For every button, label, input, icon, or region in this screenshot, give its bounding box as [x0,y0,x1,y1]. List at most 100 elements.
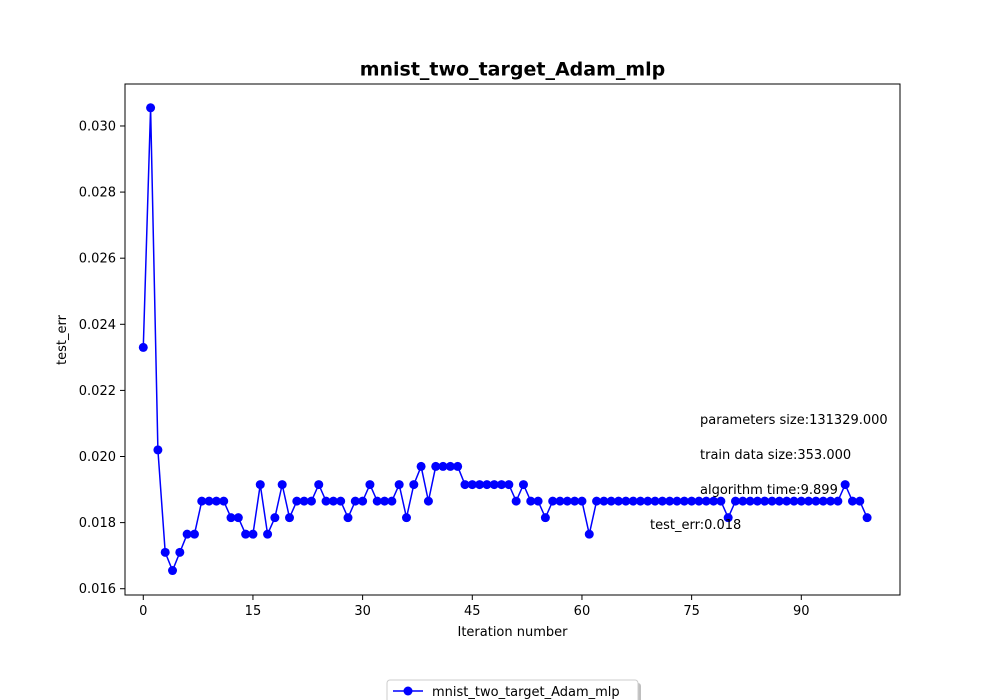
legend-marker-sample [403,686,413,696]
data-point [270,513,280,523]
plot-area-frame [124,83,901,596]
y-tick-label: 0.018 [79,516,116,531]
data-point [358,496,368,506]
data-point [175,547,185,557]
data-point [745,496,755,506]
data-point [197,496,207,506]
data-point [204,496,214,506]
data-point [219,496,229,506]
x-tick-label: 90 [793,604,810,619]
legend-label: mnist_two_target_Adam_mlp [432,685,620,700]
y-tick-label: 0.020 [79,450,116,465]
data-point [804,496,814,506]
data-point [453,461,463,471]
data-point [592,496,602,506]
data-point [372,496,382,506]
data-point [328,496,338,506]
data-point [665,496,675,506]
data-point [738,496,748,506]
data-point [292,496,302,506]
data-point [752,496,762,506]
data-point [321,496,331,506]
data-point [606,496,616,506]
data-point [233,513,243,523]
data-point [475,480,485,490]
data-point [584,529,594,539]
data-point [789,496,799,506]
data-point [423,496,433,506]
data-point [687,496,697,506]
x-tick-label: 0 [139,604,147,619]
data-point [336,496,346,506]
data-point [182,529,192,539]
data-point [723,513,733,523]
y-axis-label: test_err [55,314,70,365]
x-axis-label: Iteration number [457,625,568,640]
data-point [168,566,178,576]
x-tick-label: 45 [464,604,481,619]
data-point [248,529,258,539]
data-point [380,496,390,506]
data-point [263,529,273,539]
data-point [343,513,353,523]
annotation-text: test_err:0.018 [650,518,741,533]
data-point [504,480,514,490]
data-point [782,496,792,506]
data-point [153,445,163,455]
series-layer [138,103,872,576]
y-tick-label: 0.030 [79,119,116,134]
data-point [387,496,397,506]
data-point [760,496,770,506]
data-point [811,496,821,506]
data-point [533,496,543,506]
data-point [796,496,806,506]
data-point [548,496,558,506]
y-tick-label: 0.022 [79,384,116,399]
data-point [731,496,740,506]
y-tick-label: 0.016 [79,582,116,597]
annotation-text: algorithm time:9.899 [700,483,838,498]
data-point [299,496,309,506]
data-point [438,461,448,471]
data-point [818,496,828,506]
data-point [716,496,726,506]
data-point [562,496,572,506]
data-point [497,480,507,490]
y-tick-label: 0.024 [79,318,116,333]
data-point [709,496,719,506]
data-point [540,513,550,523]
annotation-layer: parameters size:131329.000 train data siz… [650,413,888,533]
data-point [518,480,528,490]
data-point [255,480,265,490]
data-point [701,496,711,506]
data-point [416,461,426,471]
legend: mnist_two_target_Adam_mlp [386,679,641,700]
annotation-text: parameters size:131329.000 [700,413,888,428]
data-point [138,342,148,352]
data-point [862,513,872,523]
data-point [409,480,419,490]
data-point [672,496,682,506]
data-point [277,480,287,490]
data-point [628,496,638,506]
x-tick-label: 15 [245,604,262,619]
x-axis: 0 15 30 45 60 75 90 [139,595,810,619]
data-point [767,496,777,506]
data-point [577,496,587,506]
data-point [679,496,689,506]
data-point [189,529,199,539]
data-point [635,496,645,506]
x-tick-label: 30 [354,604,371,619]
data-point [226,513,236,523]
data-point [314,480,324,490]
legend-box [386,679,639,700]
data-point [241,529,251,539]
data-point [482,480,492,490]
data-point [826,496,836,506]
data-point [306,496,316,506]
data-point [394,480,404,490]
data-point [489,480,499,490]
data-point [285,513,294,523]
y-tick-label: 0.028 [79,186,116,201]
